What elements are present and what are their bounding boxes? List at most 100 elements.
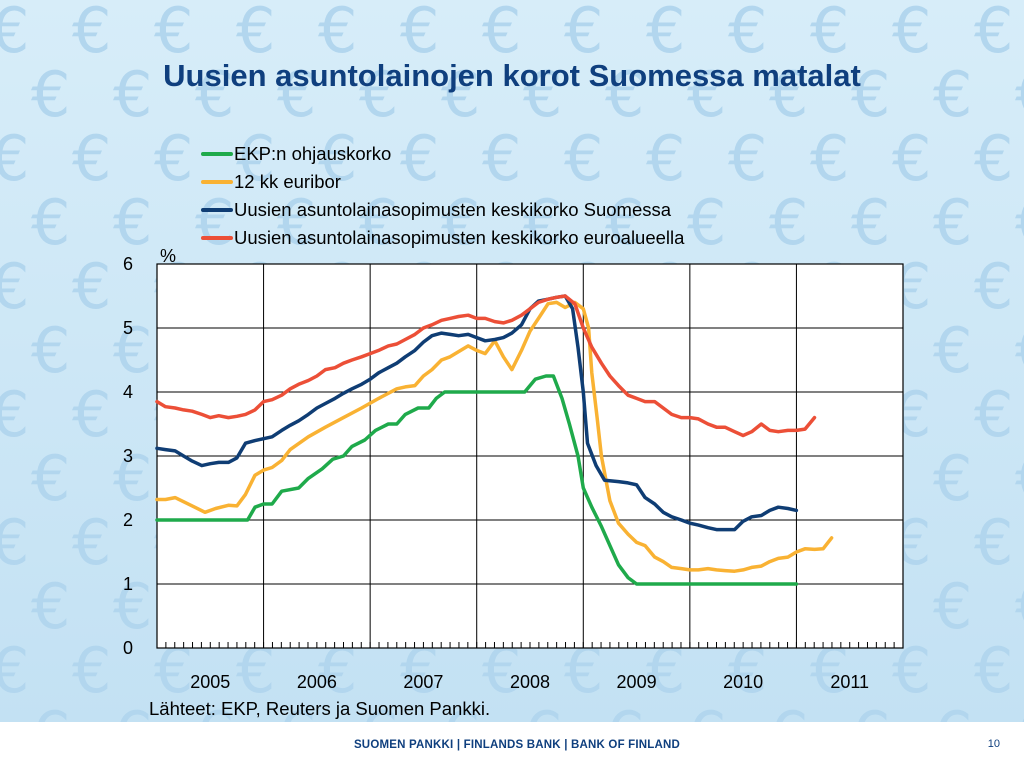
euro-sign-icon: € (851, 698, 890, 722)
euro-sign-icon: € (113, 442, 152, 515)
legend-label-4: Uusien asuntolainasopimusten keskikorko … (234, 227, 685, 248)
euro-sign-icon: € (0, 0, 29, 67)
euro-sign-icon: € (72, 506, 111, 579)
euro-sign-icon: € (359, 698, 398, 722)
x-tick-label: 2009 (617, 672, 657, 692)
y-tick-label: 2 (123, 510, 133, 530)
series-line-4 (155, 294, 817, 438)
euro-sign-icon: € (687, 698, 726, 722)
euro-sign-icon: € (974, 378, 1013, 451)
euro-sign-icon: € (974, 0, 1013, 67)
euro-sign-icon: € (359, 58, 398, 131)
euro-sign-icon: € (769, 698, 808, 722)
y-tick-label: 6 (123, 254, 133, 274)
page-number: 10 (987, 738, 1000, 750)
euro-sign-icon: € (72, 0, 111, 67)
euro-sign-icon: € (933, 58, 972, 131)
euro-sign-icon: € (72, 378, 111, 451)
euro-sign-icon: € (933, 442, 972, 515)
euro-sign-icon: € (564, 122, 603, 195)
euro-sign-icon: € (728, 0, 767, 67)
euro-sign-icon: € (195, 186, 234, 259)
footer-text: SUOMEN PANKKI | FINLANDS BANK | BANK OF … (353, 739, 681, 751)
euro-sign-icon: € (441, 698, 480, 722)
euro-sign-icon: € (1015, 442, 1024, 515)
x-tick-label: 2006 (297, 672, 337, 692)
euro-sign-icon: € (933, 314, 972, 387)
euro-sign-icon: € (318, 0, 357, 67)
euro-sign-icon: € (892, 122, 931, 195)
euro-sign-icon: € (933, 698, 972, 722)
source-note: Lähteet: EKP, Reuters ja Suomen Pankki. (149, 698, 491, 719)
euro-sign-icon: € (277, 698, 316, 722)
y-tick-label: 4 (123, 382, 133, 402)
euro-sign-icon: € (564, 0, 603, 67)
euro-sign-icon: € (31, 698, 70, 722)
euro-sign-icon: € (72, 634, 111, 707)
euro-sign-icon: € (31, 58, 70, 131)
euro-sign-icon: € (0, 634, 29, 707)
euro-sign-icon: € (400, 122, 439, 195)
euro-sign-icon: € (810, 0, 849, 67)
euro-sign-icon: € (851, 186, 890, 259)
euro-sign-icon: € (523, 698, 562, 722)
euro-sign-icon: € (769, 186, 808, 259)
series-line-3 (155, 294, 799, 532)
legend-label-1: EKP:n ohjauskorko (234, 143, 391, 164)
y-tick-label: 0 (123, 638, 133, 658)
euro-sign-icon: € (646, 122, 685, 195)
euro-sign-icon: € (1015, 570, 1024, 643)
y-tick-label: 5 (123, 318, 133, 338)
euro-sign-icon: € (72, 250, 111, 323)
euro-sign-icon: € (113, 186, 152, 259)
y-tick-label: 3 (123, 446, 133, 466)
euro-sign-icon: € (687, 186, 726, 259)
euro-sign-icon: € (0, 250, 29, 323)
euro-sign-icon: € (154, 0, 193, 67)
euro-sign-icon: € (1015, 58, 1024, 131)
euro-sign-icon: € (195, 698, 234, 722)
legend-label-3: Uusien asuntolainasopimusten keskikorko … (234, 199, 672, 220)
plot-frame (156, 263, 904, 649)
euro-sign-icon: € (441, 186, 480, 259)
euro-sign-icon: € (769, 58, 808, 131)
euro-sign-icon: € (810, 122, 849, 195)
euro-sign-icon: € (113, 570, 152, 643)
euro-sign-icon: € (277, 58, 316, 131)
euro-sign-icon: € (0, 122, 29, 195)
euro-sign-icon: € (154, 122, 193, 195)
euro-sign-icon: € (974, 634, 1013, 707)
euro-sign-icon: € (113, 314, 152, 387)
euro-sign-icon: € (0, 506, 29, 579)
euro-sign-icon: € (318, 122, 357, 195)
euro-sign-icon: € (277, 186, 316, 259)
euro-sign-icon: € (482, 0, 521, 67)
footer-bar: SUOMEN PANKKI | FINLANDS BANK | BANK OF … (0, 722, 1024, 768)
x-tick-label: 2007 (403, 672, 443, 692)
euro-sign-icon: € (236, 122, 275, 195)
euro-sign-icon: € (933, 186, 972, 259)
euro-sign-icon: € (523, 186, 562, 259)
euro-sign-icon: € (1015, 186, 1024, 259)
euro-sign-icon: € (31, 442, 70, 515)
euro-sign-icon: € (359, 186, 398, 259)
euro-sign-icon: € (605, 186, 644, 259)
euro-sign-icon: € (892, 0, 931, 67)
page-title: Uusien asuntolainojen korot Suomessa mat… (163, 58, 861, 93)
euro-sign-icon: € (687, 58, 726, 131)
euro-sign-icon: € (31, 314, 70, 387)
euro-sign-icon: € (851, 58, 890, 131)
euro-sign-icon: € (31, 186, 70, 259)
y-tick-label: 1 (123, 574, 133, 594)
euro-sign-icon: € (523, 58, 562, 131)
euro-sign-icon: € (482, 122, 521, 195)
series-line-2 (155, 300, 834, 573)
euro-sign-icon: € (195, 58, 234, 131)
euro-sign-icon: € (646, 0, 685, 67)
y-axis-unit-label: % (160, 246, 176, 266)
euro-sign-icon: € (605, 698, 644, 722)
euro-sign-icon: € (441, 58, 480, 131)
x-tick-label: 2010 (723, 672, 763, 692)
x-tick-label: 2011 (830, 672, 869, 692)
euro-sign-icon: € (113, 698, 152, 722)
